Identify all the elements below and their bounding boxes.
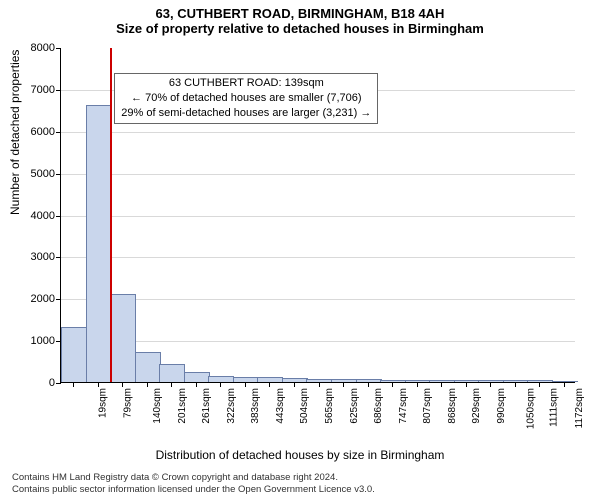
chart-title-line1: 63, CUTHBERT ROAD, BIRMINGHAM, B18 4AH bbox=[0, 6, 600, 21]
y-tick-mark bbox=[56, 257, 61, 258]
x-tick-mark bbox=[171, 382, 172, 387]
x-tick-mark bbox=[466, 382, 467, 387]
histogram-bar bbox=[331, 379, 357, 382]
y-tick-label: 5000 bbox=[5, 168, 55, 180]
footer-attribution: Contains HM Land Registry data © Crown c… bbox=[12, 472, 375, 496]
x-tick-mark bbox=[245, 382, 246, 387]
annotation-line: ← 70% of detached houses are smaller (7,… bbox=[121, 91, 371, 106]
x-tick-mark bbox=[343, 382, 344, 387]
y-tick-mark bbox=[56, 299, 61, 300]
x-tick-label: 443sqm bbox=[275, 388, 286, 424]
x-tick-mark bbox=[515, 382, 516, 387]
x-tick-mark bbox=[417, 382, 418, 387]
x-tick-label: 868sqm bbox=[447, 388, 458, 424]
x-tick-label: 504sqm bbox=[300, 388, 311, 424]
gridline bbox=[61, 257, 575, 258]
histogram-bar bbox=[61, 327, 87, 382]
x-tick-mark bbox=[539, 382, 540, 387]
gridline bbox=[61, 216, 575, 217]
y-tick-mark bbox=[56, 90, 61, 91]
x-tick-mark bbox=[73, 382, 74, 387]
y-tick-mark bbox=[56, 216, 61, 217]
x-tick-label: 1111sqm bbox=[548, 388, 559, 427]
y-tick-label: 0 bbox=[5, 377, 55, 389]
x-tick-mark bbox=[441, 382, 442, 387]
x-tick-mark bbox=[392, 382, 393, 387]
histogram-bar bbox=[159, 364, 185, 382]
y-tick-label: 4000 bbox=[5, 210, 55, 222]
x-tick-mark bbox=[490, 382, 491, 387]
x-tick-label: 383sqm bbox=[250, 388, 261, 424]
histogram-bar bbox=[135, 352, 161, 382]
x-tick-label: 79sqm bbox=[122, 388, 133, 418]
gridline bbox=[61, 341, 575, 342]
histogram-bar bbox=[110, 294, 136, 382]
x-tick-label: 990sqm bbox=[496, 388, 507, 424]
histogram-bar bbox=[454, 380, 480, 382]
x-tick-mark bbox=[220, 382, 221, 387]
histogram-bar bbox=[282, 378, 308, 382]
property-marker-line bbox=[110, 48, 112, 382]
gridline bbox=[61, 174, 575, 175]
y-tick-label: 3000 bbox=[5, 251, 55, 263]
y-tick-label: 6000 bbox=[5, 126, 55, 138]
chart-title-line2: Size of property relative to detached ho… bbox=[0, 21, 600, 36]
x-tick-mark bbox=[98, 382, 99, 387]
x-tick-mark bbox=[269, 382, 270, 387]
x-tick-label: 807sqm bbox=[422, 388, 433, 424]
x-tick-mark bbox=[294, 382, 295, 387]
gridline bbox=[61, 132, 575, 133]
x-tick-label: 625sqm bbox=[349, 388, 360, 424]
x-tick-label: 322sqm bbox=[226, 388, 237, 424]
gridline bbox=[61, 299, 575, 300]
x-tick-label: 140sqm bbox=[152, 388, 163, 424]
x-tick-mark bbox=[196, 382, 197, 387]
chart-area: 01000200030004000500060007000800019sqm79… bbox=[60, 48, 575, 383]
y-tick-mark bbox=[56, 132, 61, 133]
annotation-line: 29% of semi-detached houses are larger (… bbox=[121, 106, 371, 121]
histogram-bar bbox=[86, 105, 112, 382]
x-tick-label: 201sqm bbox=[177, 388, 188, 424]
x-tick-label: 686sqm bbox=[373, 388, 384, 424]
plot-area: 01000200030004000500060007000800019sqm79… bbox=[60, 48, 575, 383]
x-tick-label: 929sqm bbox=[471, 388, 482, 424]
y-tick-label: 7000 bbox=[5, 84, 55, 96]
histogram-bar bbox=[208, 376, 234, 382]
histogram-bar bbox=[380, 380, 406, 382]
footer-line1: Contains HM Land Registry data © Crown c… bbox=[12, 472, 375, 484]
y-tick-mark bbox=[56, 174, 61, 175]
histogram-bar bbox=[257, 377, 283, 382]
y-tick-mark bbox=[56, 383, 61, 384]
footer-line2: Contains public sector information licen… bbox=[12, 484, 375, 496]
x-tick-label: 19sqm bbox=[98, 388, 109, 418]
histogram-bar bbox=[503, 380, 529, 382]
x-tick-label: 1172sqm bbox=[574, 388, 585, 428]
histogram-bar bbox=[405, 380, 431, 382]
histogram-bar bbox=[429, 380, 455, 382]
chart-title-block: 63, CUTHBERT ROAD, BIRMINGHAM, B18 4AH S… bbox=[0, 0, 600, 36]
x-tick-label: 1050sqm bbox=[526, 388, 537, 429]
histogram-bar bbox=[184, 372, 210, 382]
y-tick-label: 1000 bbox=[5, 335, 55, 347]
x-tick-mark bbox=[368, 382, 369, 387]
histogram-bar bbox=[233, 377, 259, 382]
y-tick-mark bbox=[56, 48, 61, 49]
histogram-bar bbox=[552, 381, 578, 382]
y-tick-label: 2000 bbox=[5, 293, 55, 305]
y-tick-label: 8000 bbox=[5, 42, 55, 54]
x-tick-label: 747sqm bbox=[398, 388, 409, 424]
x-tick-label: 261sqm bbox=[201, 388, 212, 424]
histogram-bar bbox=[527, 380, 553, 382]
x-tick-mark bbox=[147, 382, 148, 387]
annotation-line: 63 CUTHBERT ROAD: 139sqm bbox=[121, 76, 371, 91]
x-tick-mark bbox=[564, 382, 565, 387]
x-tick-mark bbox=[319, 382, 320, 387]
x-axis-title: Distribution of detached houses by size … bbox=[0, 448, 600, 462]
x-tick-mark bbox=[122, 382, 123, 387]
x-tick-label: 565sqm bbox=[324, 388, 335, 424]
annotation-box: 63 CUTHBERT ROAD: 139sqm← 70% of detache… bbox=[114, 73, 378, 124]
histogram-bar bbox=[478, 380, 504, 382]
